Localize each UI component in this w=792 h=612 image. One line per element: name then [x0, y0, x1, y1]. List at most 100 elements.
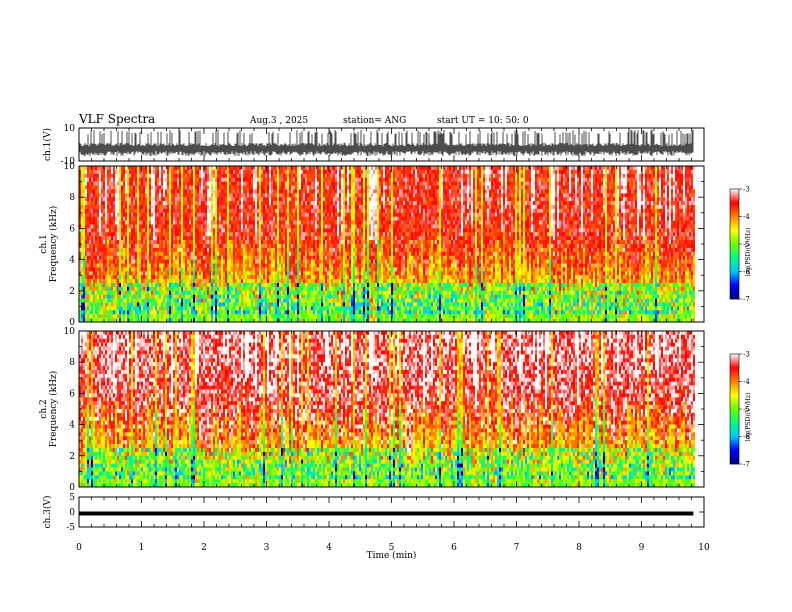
spectrogram-cell: [261, 240, 263, 245]
spectrogram-cell: [271, 306, 273, 311]
spectrogram-cell: [231, 220, 233, 225]
spectrogram-cell: [195, 298, 197, 303]
spectrogram-cell: [221, 259, 223, 264]
spectrogram-cell: [245, 236, 247, 241]
spectrogram-cell: [257, 267, 259, 272]
spectrogram-cell: [169, 173, 171, 178]
spectrogram-cell: [91, 310, 93, 315]
spectrogram-cell: [253, 314, 255, 319]
spectrogram-cell: [275, 232, 277, 237]
spectrogram-cell: [181, 298, 183, 303]
spectrogram-cell: [161, 189, 163, 194]
spectrogram-cell: [235, 267, 237, 272]
spectrogram-cell: [235, 294, 237, 299]
spectrogram-cell: [147, 271, 149, 276]
spectrogram-cell: [89, 240, 91, 245]
spectrogram-cell: [315, 173, 317, 178]
spectrogram-cell: [231, 232, 233, 237]
spectrogram-cell: [183, 251, 185, 256]
spectrogram-cell: [311, 310, 313, 315]
spectrogram-cell: [291, 224, 293, 229]
spectrogram-cell: [165, 224, 167, 229]
spectrogram-cell: [215, 177, 217, 182]
spectrogram-cell: [205, 166, 207, 171]
spectrogram-cell: [109, 283, 111, 288]
spectrogram-cell: [179, 177, 181, 182]
spectrogram-cell: [91, 228, 93, 233]
spectrogram-cell: [95, 232, 97, 237]
spectrogram-cell: [281, 197, 283, 202]
spectrogram-cell: [95, 189, 97, 194]
spectrogram-cell: [313, 294, 315, 299]
spectrogram-cell: [165, 189, 167, 194]
spectrogram-cell: [189, 173, 191, 178]
spectrogram-cell: [271, 267, 273, 272]
spectrogram-cell: [209, 255, 211, 260]
spectrogram-cell: [227, 224, 229, 229]
spectrogram-cell: [209, 177, 211, 182]
spectrogram-cell: [139, 201, 141, 206]
spectrogram-cell: [153, 306, 155, 311]
spectrogram-cell: [251, 255, 253, 260]
spectrogram-cell: [229, 318, 231, 323]
spectrogram-cell: [121, 228, 123, 233]
spectrogram-cell: [175, 283, 177, 288]
spectrogram-cell: [287, 240, 289, 245]
spectrogram-cell: [153, 255, 155, 260]
spectrogram-cell: [317, 189, 319, 194]
spectrogram-cell: [185, 286, 187, 292]
spectrogram-cell: [277, 212, 279, 217]
spectrogram-cell: [225, 181, 227, 186]
spectrogram-cell: [115, 212, 117, 217]
spectrogram-cell: [185, 185, 187, 190]
spectrogram-cell: [121, 279, 123, 284]
spectrogram-cell: [199, 244, 201, 249]
spectrogram-cell: [261, 220, 263, 225]
spectrogram-cell: [189, 201, 191, 206]
spectrogram-cell: [249, 314, 251, 319]
spectrogram-cell: [293, 212, 295, 217]
spectrogram-cell: [315, 318, 317, 323]
spectrogram-cell: [311, 189, 313, 194]
spectrogram-cell: [269, 279, 271, 284]
spectrogram-cell: [149, 177, 151, 182]
spectrogram-cell: [143, 271, 145, 276]
spectrogram-cell: [249, 310, 251, 315]
spectrogram-cell: [313, 251, 315, 256]
spectrogram-cell: [157, 189, 159, 194]
spectrogram-cell: [243, 259, 245, 264]
spectrogram-cell: [207, 263, 209, 268]
spectrogram-cell: [145, 302, 147, 307]
spectrogram-cell: [157, 232, 159, 237]
spectrogram-cell: [141, 212, 143, 217]
spectrogram-cell: [197, 169, 199, 175]
spectrogram-cell: [131, 267, 133, 272]
spectrogram-cell: [137, 302, 139, 307]
spectrogram-cell: [179, 208, 181, 214]
spectrogram-cell: [285, 298, 287, 303]
spectrogram-cell: [281, 310, 283, 315]
spectrogram-cell: [263, 294, 265, 299]
spectrogram-cell: [321, 247, 323, 253]
spectrogram-cell: [193, 244, 195, 249]
spectrogram-cell: [207, 169, 209, 175]
spectrogram-cell: [175, 208, 177, 214]
spectrogram-cell: [305, 275, 307, 280]
spectrogram-cell: [259, 267, 261, 272]
spectrogram-cell: [93, 318, 95, 323]
spectrogram-cell: [237, 193, 239, 198]
spectrogram-cell: [155, 255, 157, 260]
spectrogram-cell: [227, 166, 229, 171]
spectrogram-cell: [259, 263, 261, 268]
spectrogram-cell: [93, 302, 95, 307]
spectrogram-cell: [113, 251, 115, 256]
spectrogram-cell: [241, 224, 243, 229]
spectrogram-cell: [147, 240, 149, 245]
spectrogram-cell: [283, 228, 285, 233]
spectrogram-cell: [261, 208, 263, 214]
spectrogram-cell: [269, 306, 271, 311]
spectrogram-cell: [189, 189, 191, 194]
spectrogram-cell: [121, 212, 123, 217]
spectrogram-cell: [319, 267, 321, 272]
spectrogram-cell: [253, 185, 255, 190]
